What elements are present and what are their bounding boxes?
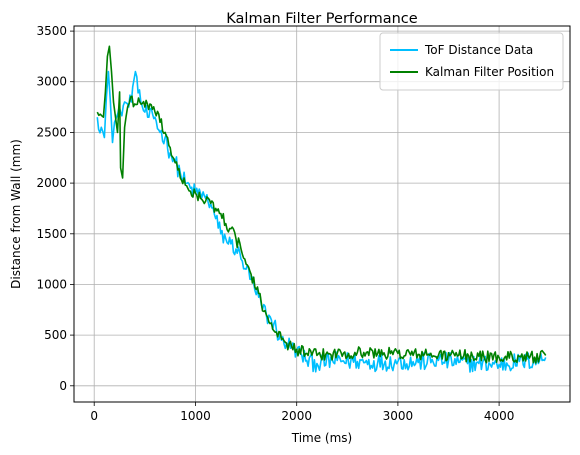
grid — [74, 26, 570, 402]
y-tick-label: 500 — [44, 328, 67, 342]
y-tick-label: 3500 — [36, 24, 67, 38]
x-axis-ticks: 0 1000 2000 3000 4000 — [90, 402, 514, 423]
plot-frame — [73, 25, 571, 403]
y-axis-label: Distance from Wall (mm) — [9, 139, 23, 289]
y-tick-label: 3000 — [36, 75, 67, 89]
y-axis-ticks: 0 500 1000 1500 2000 2500 3000 3500 — [36, 24, 74, 393]
series-layer — [96, 45, 547, 373]
x-tick-label: 1000 — [180, 409, 211, 423]
chart-title: Kalman Filter Performance — [226, 11, 417, 27]
legend-label-kalman: Kalman Filter Position — [425, 65, 554, 79]
y-tick-label: 2500 — [36, 125, 67, 139]
y-tick-label: 1000 — [36, 277, 67, 291]
legend-label-tof: ToF Distance Data — [424, 43, 533, 57]
y-tick-label: 0 — [59, 379, 67, 393]
x-tick-label: 2000 — [281, 409, 312, 423]
series-line-tof — [96, 70, 547, 373]
x-tick-label: 0 — [90, 409, 98, 423]
legend-box — [379, 32, 564, 91]
y-tick-label: 1500 — [36, 227, 67, 241]
x-tick-label: 4000 — [484, 409, 515, 423]
series-line-kalman — [96, 45, 547, 364]
x-axis-label: Time (ms) — [291, 431, 353, 445]
x-tick-label: 3000 — [383, 409, 414, 423]
legend: ToF Distance Data Kalman Filter Position — [379, 32, 564, 91]
y-tick-label: 2000 — [36, 176, 67, 190]
